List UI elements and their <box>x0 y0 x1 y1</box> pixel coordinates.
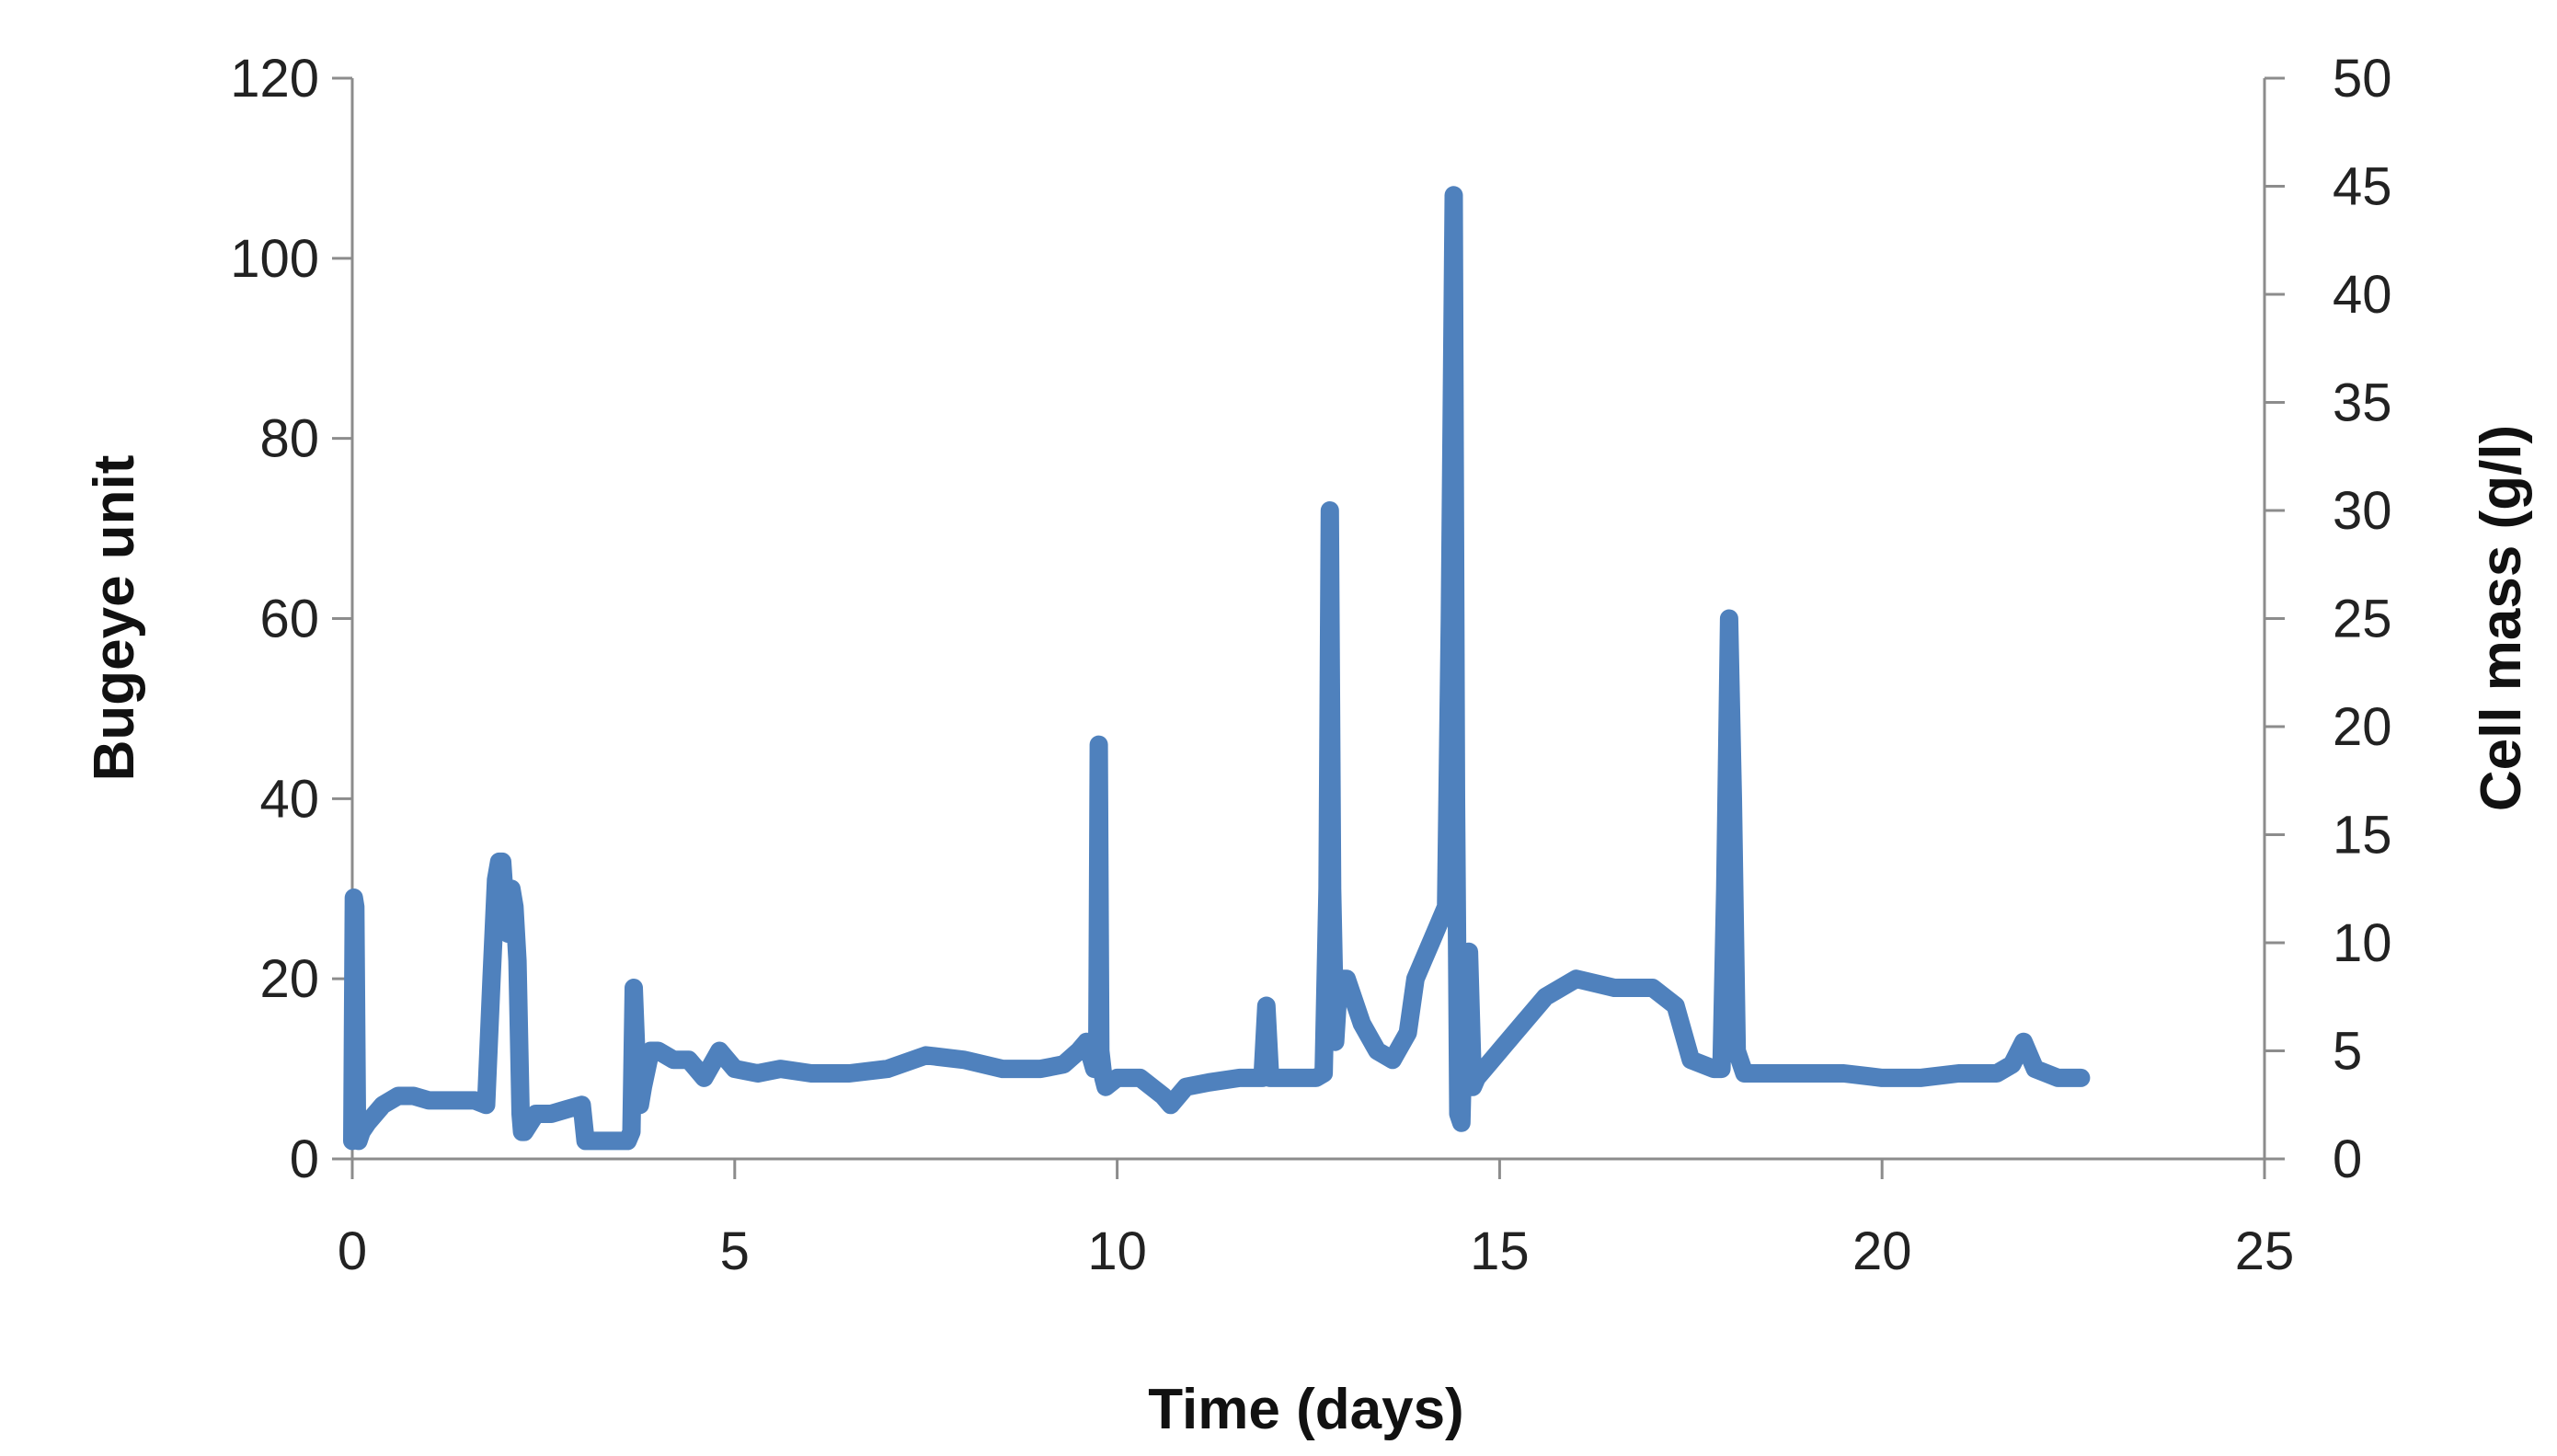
x-ticks: 0 5 10 15 20 25 <box>338 1159 2294 1281</box>
y2-tick-label: 45 <box>2333 157 2392 217</box>
y2-tick-label: 30 <box>2333 481 2392 541</box>
y2-tick-label: 0 <box>2333 1129 2362 1189</box>
y2-tick-label: 5 <box>2333 1022 2362 1082</box>
y-tick-label: 100 <box>230 229 319 289</box>
y2-tick-label: 35 <box>2333 373 2392 433</box>
right-ticks: 0 5 10 15 20 25 30 35 40 45 50 <box>2265 49 2392 1189</box>
x-tick-label: 25 <box>2235 1221 2295 1281</box>
x-tick-label: 20 <box>1852 1221 1912 1281</box>
y-tick-label: 0 <box>290 1129 319 1189</box>
series-group <box>343 186 2091 1151</box>
y2-tick-label: 40 <box>2333 265 2392 325</box>
y-tick-label: 60 <box>259 590 319 649</box>
y2-tick-label: 20 <box>2333 697 2392 757</box>
y2-axis-title: Cell mass (g/l) <box>2470 425 2533 811</box>
left-ticks: 0 20 40 60 80 100 120 <box>230 49 352 1189</box>
x-axis-title: Time (days) <box>1148 1378 1463 1441</box>
y2-tick-label: 10 <box>2333 913 2392 973</box>
x-tick-label: 15 <box>1470 1221 1530 1281</box>
y2-tick-label: 25 <box>2333 590 2392 649</box>
y-tick-label: 20 <box>259 949 319 1009</box>
x-tick-label: 10 <box>1087 1221 1147 1281</box>
y-axis-title: Bugeye unit <box>83 455 146 782</box>
y-tick-label: 40 <box>259 769 319 829</box>
series-line <box>343 186 2091 1151</box>
y-tick-label: 120 <box>230 49 319 109</box>
x-tick-label: 5 <box>720 1221 750 1281</box>
y-tick-label: 80 <box>259 409 319 469</box>
y2-tick-label: 15 <box>2333 806 2392 866</box>
x-tick-label: 0 <box>338 1221 367 1281</box>
y2-tick-label: 50 <box>2333 49 2392 109</box>
